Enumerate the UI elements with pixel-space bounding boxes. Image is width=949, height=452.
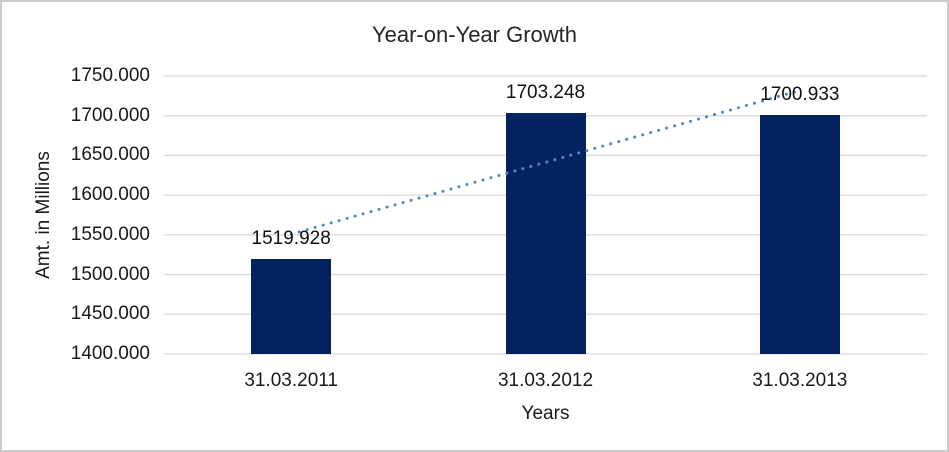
data-label: 1700.933 (760, 83, 840, 105)
x-tick-label: 31.03.2011 (244, 370, 338, 391)
x-tick-label: 31.03.2012 (497, 370, 594, 391)
y-tick-label: 1400.000 (70, 343, 150, 364)
y-tick-label: 1600.000 (70, 184, 150, 206)
y-tick-label: 1650.000 (70, 144, 150, 166)
x-tick-label: 31.03.2013 (752, 370, 848, 391)
y-tick-label: 1500.000 (70, 263, 150, 285)
trendline-path (289, 88, 802, 236)
y-tick-label: 1450.000 (70, 303, 150, 325)
data-label: 1703.248 (505, 82, 586, 104)
bar (759, 114, 840, 354)
chart-title: Year-on-Year Growth (371, 22, 578, 47)
bar (251, 258, 332, 354)
data-label: 1519.928 (251, 227, 331, 249)
y-tick-label: 1750.000 (70, 65, 150, 86)
x-axis-title: Years (521, 403, 570, 424)
bar (505, 113, 586, 354)
y-tick-label: 1550.000 (70, 223, 150, 245)
y-tick-label: 1700.000 (70, 104, 150, 126)
